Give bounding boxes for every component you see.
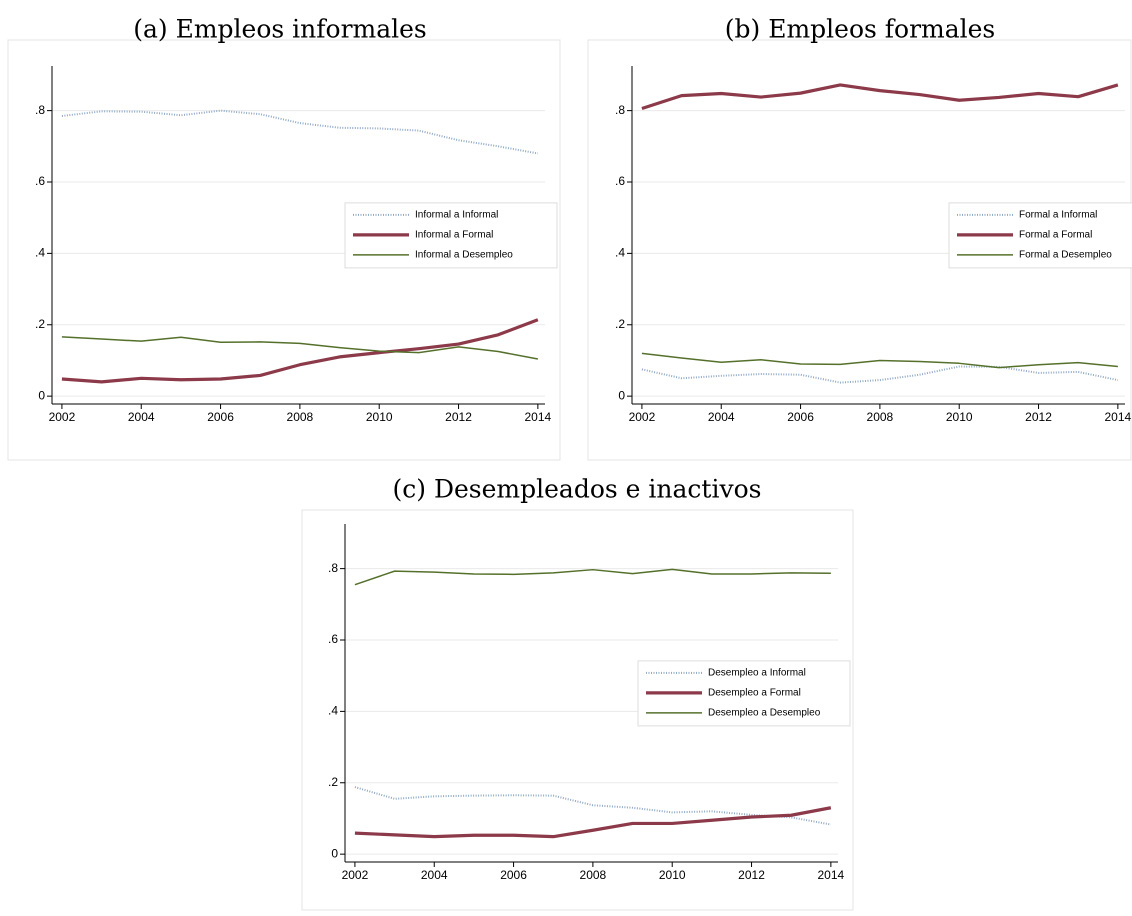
x-tick-label: 2010 xyxy=(366,410,393,424)
legend-label: Informal a Desempleo xyxy=(415,250,513,261)
x-tick-label: 2002 xyxy=(342,868,369,882)
x-tick-label: 2006 xyxy=(787,410,814,424)
x-tick-label: 2014 xyxy=(525,410,552,424)
series-line xyxy=(641,83,1119,110)
y-tick-label: .6 xyxy=(615,174,625,188)
panel-title: (b) Empleos formales xyxy=(725,15,996,44)
series-line xyxy=(61,336,539,360)
panel-title: (c) Desempleados e inactivos xyxy=(393,475,762,504)
legend-label: Formal a Informal xyxy=(1019,210,1097,221)
x-tick-label: 2012 xyxy=(738,868,765,882)
x-tick-label: 2006 xyxy=(500,868,527,882)
legend-label: Informal a Informal xyxy=(415,210,498,221)
y-tick-label: 0 xyxy=(618,388,625,402)
legend-label: Formal a Formal xyxy=(1019,230,1092,241)
series-line xyxy=(641,352,1118,369)
x-tick-label: 2014 xyxy=(818,868,845,882)
legend-label: Informal a Formal xyxy=(415,230,493,241)
y-tick-label: .6 xyxy=(328,632,338,646)
y-tick-label: .4 xyxy=(328,704,338,718)
x-tick-label: 2010 xyxy=(659,868,686,882)
y-tick-label: .2 xyxy=(615,317,625,331)
y-tick-label: .4 xyxy=(35,246,45,260)
x-tick-label: 2012 xyxy=(445,410,472,424)
y-tick-label: .8 xyxy=(615,103,625,117)
legend-label: Formal a Desempleo xyxy=(1019,250,1112,261)
series-line xyxy=(354,806,832,839)
legend-label: Desempleo a Formal xyxy=(708,688,801,699)
legend-label: Desempleo a Desempleo xyxy=(708,708,821,719)
x-tick-label: 2010 xyxy=(946,410,973,424)
legend-label: Desempleo a Informal xyxy=(708,668,806,679)
y-tick-label: .4 xyxy=(615,246,625,260)
y-tick-label: .2 xyxy=(35,317,45,331)
panel-title: (a) Empleos informales xyxy=(133,15,427,44)
y-tick-label: .8 xyxy=(328,561,338,575)
x-tick-label: 2014 xyxy=(1105,410,1132,424)
x-tick-label: 2002 xyxy=(49,410,76,424)
series-line xyxy=(354,786,832,826)
x-tick-label: 2006 xyxy=(207,410,234,424)
x-tick-label: 2004 xyxy=(708,410,735,424)
y-tick-label: .6 xyxy=(35,174,45,188)
y-tick-label: 0 xyxy=(38,388,45,402)
series-line xyxy=(61,318,539,384)
x-tick-label: 2008 xyxy=(287,410,314,424)
x-tick-label: 2008 xyxy=(867,410,894,424)
x-tick-label: 2012 xyxy=(1025,410,1052,424)
y-tick-label: .2 xyxy=(328,775,338,789)
y-tick-label: .8 xyxy=(35,103,45,117)
x-tick-label: 2004 xyxy=(421,868,448,882)
x-tick-label: 2004 xyxy=(128,410,155,424)
x-tick-label: 2002 xyxy=(629,410,656,424)
x-tick-label: 2008 xyxy=(580,868,607,882)
y-tick-label: 0 xyxy=(331,846,338,860)
series-line xyxy=(354,568,831,586)
series-line xyxy=(641,365,1119,384)
